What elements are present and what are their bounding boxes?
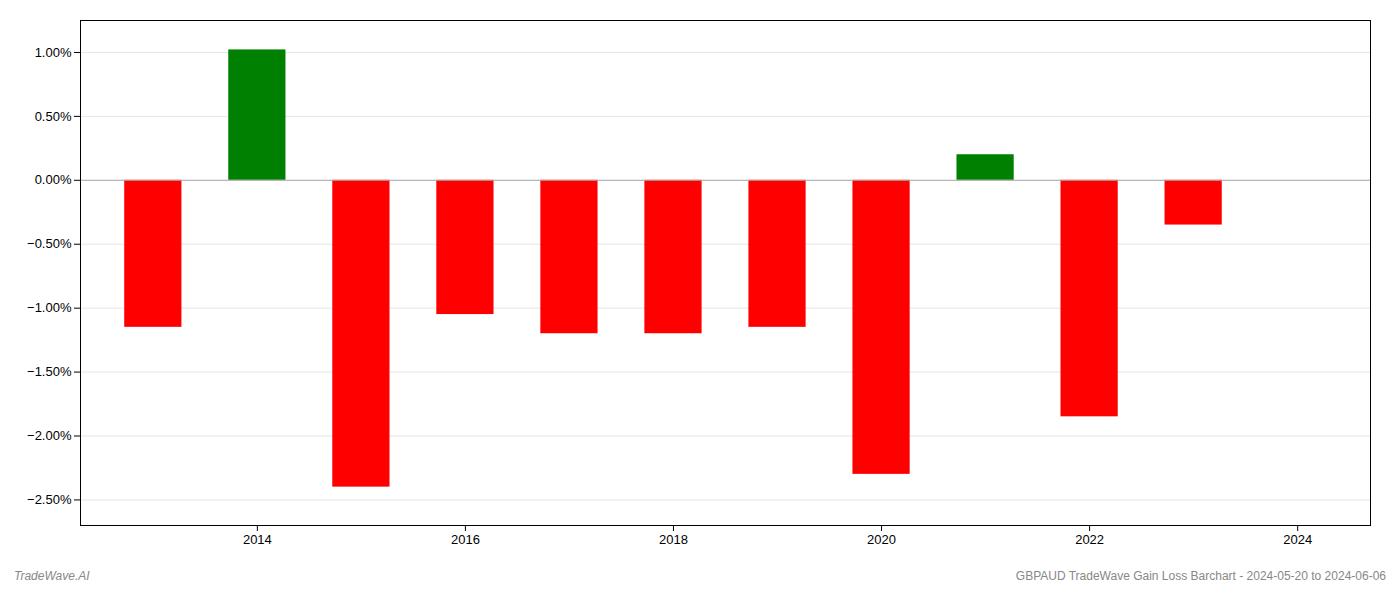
html-text:GBPAUD TradeWave Gain Loss Bar: GBPAUD TradeWave Gain Loss Barchart - 20… [1015,569,1386,583]
svg-text:−1.00%: −1.00% [27,300,72,315]
svg-text:2014: 2014 [243,532,272,547]
svg-text:2020: 2020 [867,532,896,547]
svg-text:2018: 2018 [659,532,688,547]
svg-text:2022: 2022 [1075,532,1104,547]
svg-text:2016: 2016 [451,532,480,547]
svg-text:−0.50%: −0.50% [27,236,72,251]
svg-text:1.00%: 1.00% [35,45,72,60]
svg-text:−2.00%: −2.00% [27,428,72,443]
svg-text:−2.50%: −2.50% [27,492,72,507]
svg-text:0.50%: 0.50% [35,109,72,124]
svg-text:2024: 2024 [1283,532,1312,547]
svg-text:−1.50%: −1.50% [27,364,72,379]
svg-text:0.00%: 0.00% [35,172,72,187]
html-text:TradeWave.AI: TradeWave.AI [14,569,90,583]
